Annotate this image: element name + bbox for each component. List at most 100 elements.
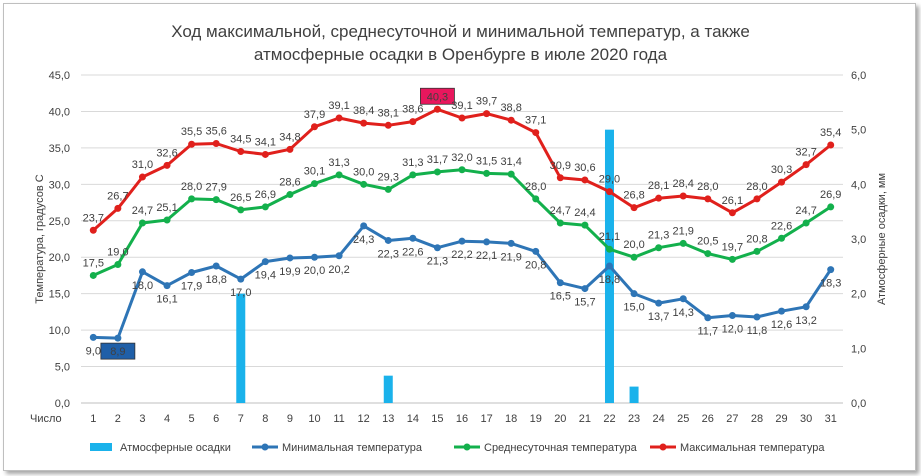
y-right-tick-label: 0,0: [851, 398, 866, 410]
x-tick-label: 8: [262, 413, 268, 425]
data-label: 34,8: [279, 131, 300, 143]
y-left-tick-label: 0,0: [55, 398, 70, 410]
data-point: [163, 216, 171, 224]
data-point: [384, 236, 392, 244]
data-point: [778, 234, 786, 242]
data-point: [704, 250, 712, 258]
data-label: 18,8: [205, 274, 226, 286]
data-label: 11,8: [747, 325, 768, 337]
x-tick-label: 20: [554, 413, 566, 425]
data-point: [532, 129, 540, 137]
x-tick-label: 16: [456, 413, 468, 425]
data-point: [138, 219, 146, 227]
data-point: [433, 168, 441, 176]
data-label: 39,7: [476, 96, 497, 108]
data-label: 13,2: [795, 315, 816, 327]
data-point: [89, 333, 97, 341]
y-right-axis-title: Атмосферные осадки, мм: [876, 173, 888, 305]
data-label: 22,6: [771, 220, 792, 232]
data-label: 30,1: [304, 166, 325, 178]
data-label: 28,0: [525, 181, 546, 193]
data-point: [384, 185, 392, 193]
precip-bar: [236, 293, 246, 403]
data-point: [581, 285, 589, 293]
data-point: [507, 116, 515, 124]
data-label: 20,8: [746, 233, 767, 245]
data-point: [753, 195, 761, 203]
data-label: 18,8: [599, 274, 620, 286]
data-point: [778, 178, 786, 186]
data-label: 22,2: [451, 249, 472, 261]
data-label: 19,7: [722, 241, 743, 253]
data-point: [212, 140, 220, 148]
data-point: [458, 114, 466, 122]
x-tick-label: 17: [480, 413, 492, 425]
data-point: [802, 219, 810, 227]
data-label: 24,7: [132, 205, 153, 217]
data-point: [114, 204, 122, 212]
data-label: 22,6: [402, 246, 423, 258]
data-point: [753, 313, 761, 321]
legend-marker: [463, 443, 471, 451]
data-label: 38,4: [353, 105, 374, 117]
data-label: 38,8: [500, 102, 521, 114]
data-label: 13,7: [648, 311, 669, 323]
data-point: [138, 173, 146, 181]
y-left-tick-label: 40,0: [49, 106, 70, 118]
data-point: [360, 180, 368, 188]
chart-title-line-1: Ход максимальной, среднесуточной и миним…: [171, 22, 750, 41]
data-label: 24,4: [574, 207, 595, 219]
data-label: 39,1: [451, 100, 472, 112]
data-point: [138, 268, 146, 276]
data-point: [827, 266, 835, 274]
data-point: [704, 195, 712, 203]
data-label: 34,1: [255, 136, 276, 148]
data-label-highlight: [420, 87, 455, 105]
data-point: [89, 226, 97, 234]
data-point: [212, 262, 220, 270]
x-tick-label: 5: [189, 413, 195, 425]
x-tick-label: 1: [90, 413, 96, 425]
data-point: [433, 244, 441, 252]
x-tick-label: 14: [407, 413, 419, 425]
data-label: 12,6: [771, 319, 792, 331]
data-label: 28,0: [746, 181, 767, 193]
data-point: [605, 245, 613, 253]
x-tick-label: 9: [287, 413, 293, 425]
data-point: [827, 203, 835, 211]
data-label: 20,0: [623, 239, 644, 251]
y-right-tick-label: 5,0: [851, 125, 866, 137]
data-point: [237, 206, 245, 214]
data-label: 16,5: [550, 291, 571, 303]
data-point: [458, 237, 466, 245]
data-label: 9,0: [86, 345, 101, 357]
data-point: [286, 191, 294, 199]
data-point: [409, 118, 417, 126]
data-point: [360, 119, 368, 127]
data-point: [384, 121, 392, 129]
data-label: 40,3: [427, 91, 448, 103]
data-point: [581, 176, 589, 184]
x-tick-label: 31: [825, 413, 837, 425]
legend-label: Среднесуточная температура: [484, 442, 638, 454]
data-point: [89, 271, 97, 279]
data-point: [679, 295, 687, 303]
data-point: [605, 188, 613, 196]
data-label: 12,0: [722, 324, 743, 336]
data-label: 20,0: [304, 265, 325, 277]
data-label: 30,9: [550, 160, 571, 172]
data-label: 17,9: [181, 281, 202, 293]
legend-label: Атмосферные осадки: [120, 442, 231, 454]
data-point: [507, 239, 515, 247]
data-point: [605, 262, 613, 270]
y-left-tick-label: 20,0: [49, 252, 70, 264]
data-point: [728, 312, 736, 320]
data-point: [630, 290, 638, 298]
x-tick-label: 24: [653, 413, 665, 425]
y-right-tick-label: 6,0: [851, 70, 866, 82]
x-tick-label: 3: [139, 413, 145, 425]
data-point: [679, 192, 687, 200]
data-label: 21,3: [427, 256, 448, 268]
data-label: 15,7: [574, 297, 595, 309]
data-label: 28,4: [673, 178, 694, 190]
